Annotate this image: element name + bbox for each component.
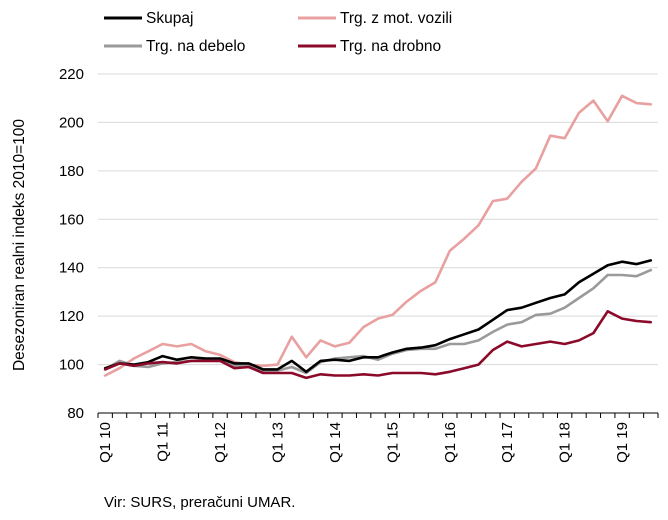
y-axis-label: Desezoniran realni indeks 2010=100 — [11, 119, 28, 371]
gridlines — [98, 73, 658, 366]
x-tick-label: Q1 13 — [269, 422, 286, 463]
x-tick-label: Q1 12 — [212, 422, 229, 463]
x-axis: Q1 10 Q1 11 Q1 12 Q1 13 Q1 14 Q1 15 Q1 16 Q1 17… — [97, 412, 659, 463]
x-tick-label: Q1 11 — [155, 422, 172, 462]
series-lines — [103, 94, 653, 380]
y-tick-label: 220 — [59, 66, 84, 83]
legend-label: Trg. na debelo — [146, 38, 245, 55]
x-tick-label: Q1 10 — [97, 422, 114, 463]
y-tick-label: 200 — [59, 114, 84, 131]
y-tick-label: 80 — [67, 405, 84, 422]
y-tick-label: 120 — [59, 308, 84, 325]
y-tick-label: 180 — [59, 163, 84, 180]
x-tick-label: Q1 16 — [442, 422, 459, 463]
x-tick-label: Q1 14 — [327, 422, 344, 463]
legend-label: Trg. na drobno — [340, 38, 441, 55]
x-tick-label: Q1 18 — [557, 422, 574, 463]
y-tick-label: 100 — [59, 357, 84, 374]
x-tick-label: Q1 15 — [384, 422, 401, 463]
legend-label: Trg. z mot. vozili — [340, 10, 452, 27]
series-line-trg-na-drobno — [103, 309, 653, 380]
x-tick-label: Q1 19 — [614, 422, 631, 463]
source-note: Vir: SURS, preračuni UMAR. — [104, 494, 295, 511]
legend: Skupaj Trg. z mot. vozili Trg. na debelo Tr… — [104, 10, 452, 55]
y-tick-label: 140 — [59, 260, 84, 277]
y-axis-ticks: 80 100 120 140 160 180 200 220 — [59, 66, 84, 422]
series-line-trg-z-mot-vozili — [103, 94, 653, 377]
legend-label: Skupaj — [146, 10, 193, 27]
x-tick-label: Q1 17 — [499, 422, 516, 463]
series-line-skupaj — [103, 259, 653, 374]
y-tick-label: 160 — [59, 211, 84, 228]
